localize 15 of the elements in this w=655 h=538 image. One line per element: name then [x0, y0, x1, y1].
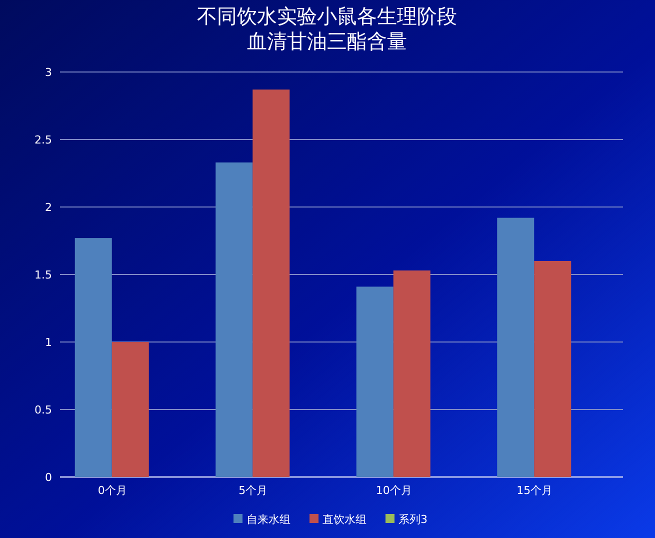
y-tick-label: 2 — [45, 201, 52, 214]
y-tick-label: 2.5 — [34, 134, 52, 146]
x-tick-label: 15个月 — [516, 484, 553, 497]
x-tick-label: 0个月 — [98, 484, 127, 497]
x-tick-label: 5个月 — [238, 484, 268, 497]
legend-label: 自来水组 — [246, 513, 290, 526]
legend-label: 系列3 — [398, 513, 428, 526]
y-tick-label: 1 — [45, 336, 52, 349]
y-tick-label: 1.5 — [34, 268, 52, 282]
title: 不同饮水实验小鼠各生理阶段血清甘油三酯含量 — [196, 4, 458, 54]
y-tick-label: 0.5 — [34, 404, 52, 416]
legend-label: 直饮水组 — [322, 513, 366, 526]
y-tick-label: 3 — [45, 66, 52, 79]
x-tick-label: 10个月 — [376, 484, 412, 497]
y-tick-label: 0 — [45, 471, 52, 484]
